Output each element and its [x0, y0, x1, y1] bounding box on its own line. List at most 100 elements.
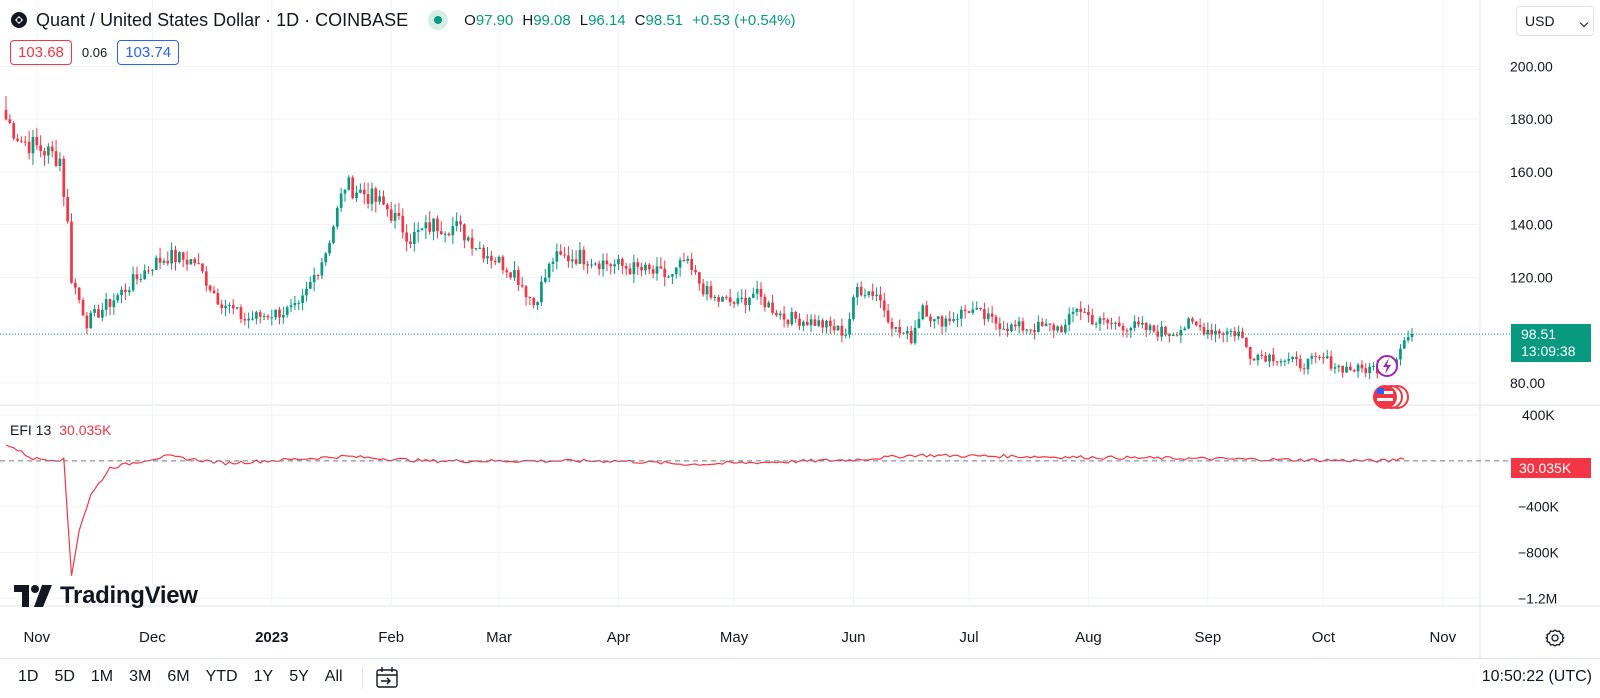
candle-body [647, 264, 651, 270]
candle-body [251, 318, 254, 320]
candle-body [898, 326, 902, 333]
candle-body [1333, 367, 1337, 369]
range-5y[interactable]: 5Y [289, 668, 309, 685]
range-1y[interactable]: 1Y [253, 668, 274, 685]
candle-body [243, 319, 247, 321]
candle-body [655, 266, 659, 274]
candle-body [1360, 364, 1364, 369]
range-5d[interactable]: 5D [54, 668, 75, 685]
open-value: 97.90 [475, 11, 514, 29]
candle-body [1121, 326, 1125, 331]
candle-body [1102, 318, 1106, 320]
currency-select[interactable]: USD [1516, 6, 1594, 36]
high-value: 99.08 [533, 11, 571, 29]
candle-body [1037, 321, 1040, 333]
time-axis-label: 2023 [255, 629, 288, 646]
candle-body [231, 304, 235, 309]
candle-body [547, 264, 551, 278]
candle-body [520, 284, 524, 287]
candle-body [1175, 334, 1179, 336]
change-value: +0.53 (+0.54%) [692, 11, 796, 29]
candle-body [586, 264, 590, 266]
candle-body [389, 209, 393, 221]
candle-body [478, 247, 482, 249]
candle-body [1040, 321, 1044, 326]
candle-body [1291, 356, 1294, 360]
candle-body [397, 212, 401, 216]
candle-body [366, 194, 370, 204]
candle-body [516, 270, 520, 285]
candle-body [1025, 329, 1029, 331]
candle-body [1368, 366, 1371, 374]
candle-body [886, 310, 890, 322]
candle-body [1356, 364, 1360, 372]
candle-body [1110, 322, 1113, 324]
candle-body [459, 221, 462, 225]
efi-indicator-name[interactable]: EFI 13 [10, 422, 52, 438]
candle-body [724, 297, 728, 299]
tradingview-logo[interactable]: TradingView [14, 582, 198, 610]
candle-body [959, 309, 963, 319]
candle-body [778, 313, 782, 316]
date-range-selector: 1D 5D 1M 3M 6M YTD 1Y 5Y All [18, 668, 343, 686]
candle-body [166, 260, 170, 264]
candle-body [963, 309, 967, 312]
candle-body [89, 312, 93, 329]
candle-body [97, 309, 100, 318]
candle-body [509, 272, 512, 278]
range-1d[interactable]: 1D [18, 668, 39, 685]
range-all[interactable]: All [324, 668, 343, 685]
candle-body [1114, 322, 1117, 324]
time-axis-label: Sep [1194, 629, 1221, 646]
candle-body [1341, 365, 1345, 373]
range-3m[interactable]: 3M [129, 668, 152, 685]
candle-body [320, 262, 324, 276]
sell-price-button[interactable]: 103.68 [10, 40, 72, 65]
candle-body [1325, 356, 1329, 359]
market-status-icon[interactable] [428, 10, 449, 30]
candle-body [929, 316, 932, 322]
calendar-range-icon[interactable] [374, 665, 400, 691]
candle-body [486, 256, 489, 259]
candle-body [617, 259, 620, 265]
candle-body [220, 304, 224, 309]
price-axis-label: 180.00 [1510, 111, 1553, 127]
range-ytd[interactable]: YTD [205, 668, 238, 685]
candle-body [386, 204, 389, 210]
utc-clock[interactable]: 10:50:22 (UTC) [1481, 668, 1592, 685]
candle-body [1148, 325, 1152, 331]
candle-body [1144, 323, 1148, 331]
candle-body [470, 237, 474, 249]
candle-body [1268, 354, 1271, 362]
candle-body [686, 258, 690, 261]
candle-body [482, 247, 485, 259]
candle-body [852, 297, 855, 319]
candle-body [836, 325, 840, 331]
buy-price-button[interactable]: 103.74 [117, 40, 180, 65]
time-axis-label: Feb [378, 629, 404, 646]
range-1m[interactable]: 1M [90, 668, 114, 685]
candle-body [497, 256, 501, 263]
candle-body [66, 196, 69, 222]
candle-body [39, 145, 43, 152]
ohlc-values: O97.90 H99.08 L96.14 C98.51 +0.53 (+0.54… [464, 12, 795, 29]
candle-body [54, 151, 58, 166]
candle-body [228, 304, 231, 306]
candle-body [1029, 329, 1032, 331]
range-6m[interactable]: 6M [167, 668, 190, 685]
candle-body [177, 252, 181, 263]
candle-body [362, 189, 366, 195]
symbol-title[interactable]: Quant / United States Dollar · 1D · COIN… [36, 9, 409, 30]
candle-body [1314, 356, 1318, 358]
candle-body [1318, 356, 1321, 358]
gear-icon[interactable] [1545, 628, 1565, 648]
candle-body [1094, 323, 1098, 325]
candle-body [316, 275, 320, 277]
efi-legend[interactable]: EFI 13 30.035K [10, 422, 111, 438]
candle-body [855, 286, 859, 298]
us-flag-stripe [1377, 398, 1393, 401]
candle-body [1345, 366, 1348, 373]
candle-body [748, 297, 751, 306]
